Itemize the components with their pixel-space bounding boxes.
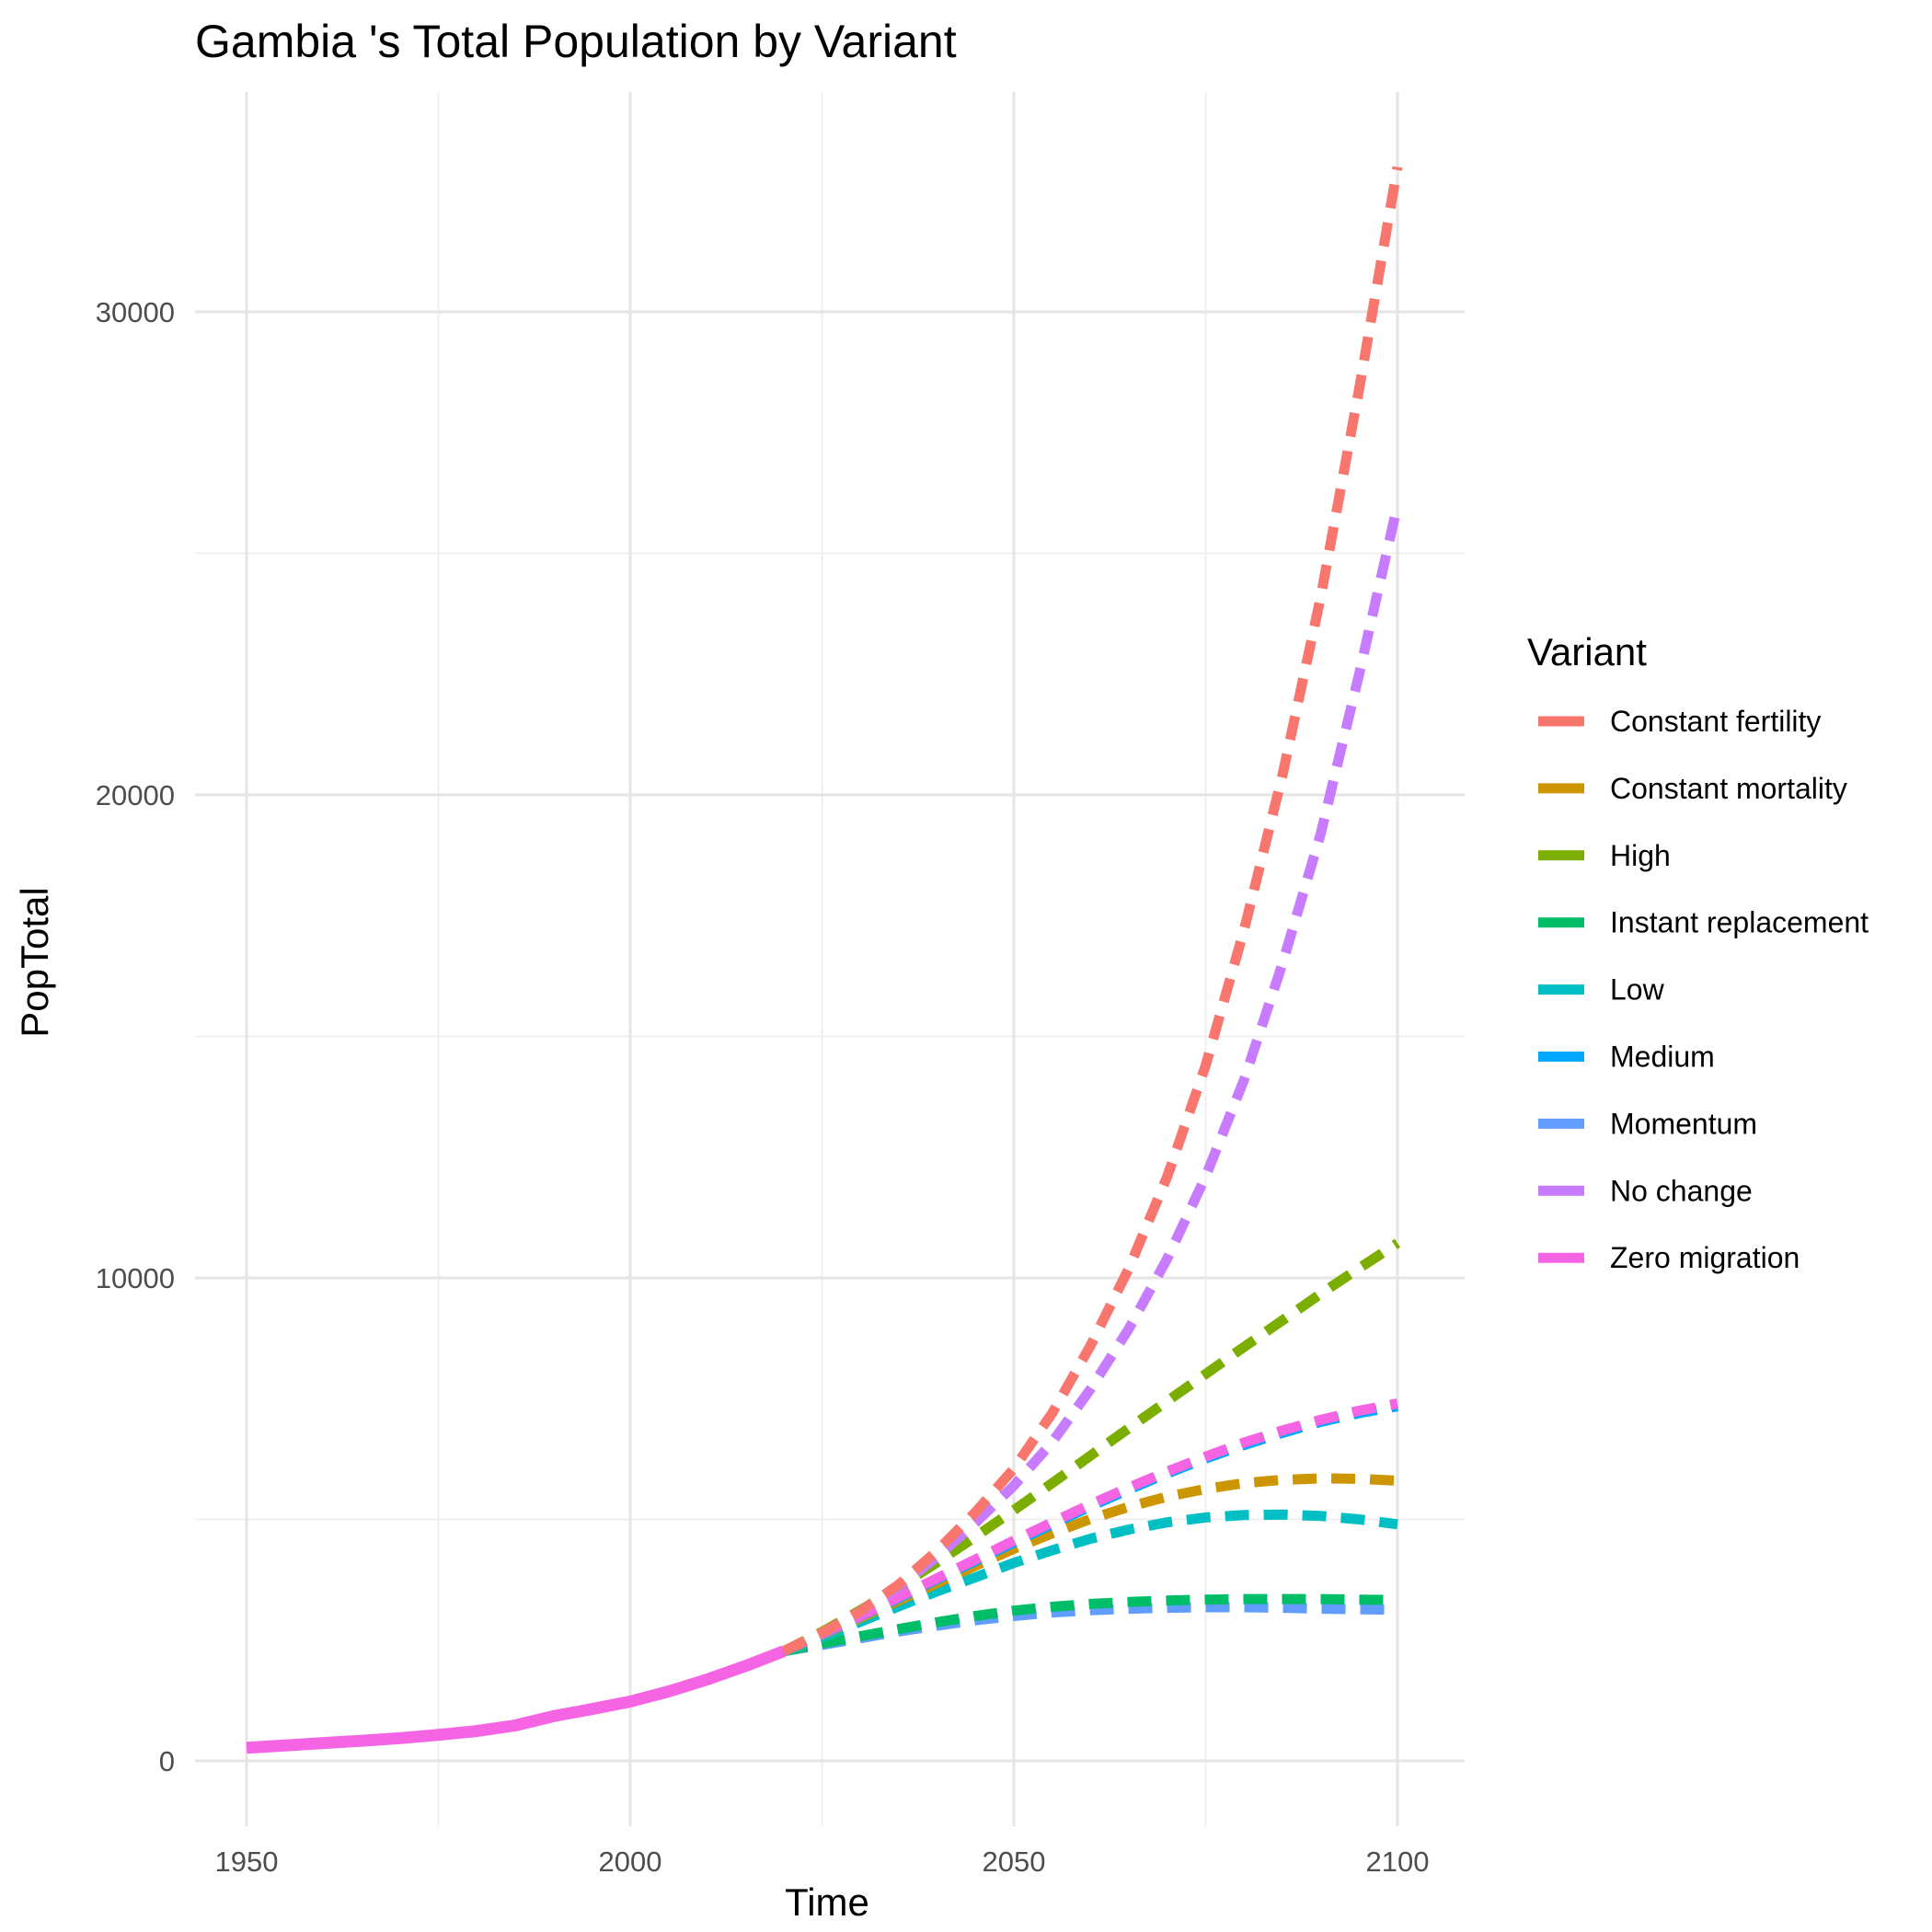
y-tick-label: 0: [159, 1745, 175, 1777]
y-axis-title: PopTotal: [13, 887, 56, 1037]
y-tick-label: 10000: [96, 1262, 175, 1294]
legend-label: Constant fertility: [1610, 705, 1821, 738]
legend-label: Momentum: [1610, 1107, 1757, 1140]
x-axis-title: Time: [785, 1880, 869, 1924]
y-axis-ticks: 0 10000 20000 30000: [96, 296, 175, 1777]
y-tick-label: 20000: [96, 779, 175, 811]
legend-label: No change: [1610, 1174, 1753, 1207]
legend-label: Low: [1610, 973, 1665, 1006]
historical-line: [246, 1645, 787, 1754]
series-line-zero-migration: [781, 1398, 1399, 1656]
series-line-instant-replacement: [782, 1593, 1398, 1657]
legend-label: High: [1610, 839, 1671, 872]
legend-label: Instant replacement: [1610, 906, 1869, 939]
legend-label: Medium: [1610, 1041, 1715, 1074]
x-tick-label: 1950: [215, 1846, 279, 1878]
x-tick-label: 2050: [983, 1846, 1046, 1878]
chart-title: Gambia 's Total Population by Variant: [195, 16, 957, 67]
grid: [195, 92, 1465, 1826]
series-line-high: [781, 1238, 1401, 1656]
legend-label: Constant mortality: [1610, 772, 1847, 805]
series-line-constant-fertility: [781, 166, 1403, 1656]
legend-title: Variant: [1527, 630, 1647, 673]
legend: Constant fertility Constant mortality High…: [1538, 705, 1869, 1274]
x-tick-label: 2100: [1366, 1846, 1430, 1878]
series-layer: [246, 166, 1403, 1754]
series-line-constant-mortality: [781, 1473, 1398, 1656]
x-axis-ticks: 1950 2000 2050 2100: [215, 1846, 1430, 1878]
series-line-low: [781, 1509, 1398, 1656]
series-line-momentum: [782, 1602, 1398, 1657]
y-tick-label: 30000: [96, 296, 175, 328]
x-tick-label: 2000: [599, 1846, 662, 1878]
legend-label: Zero migration: [1610, 1241, 1800, 1274]
